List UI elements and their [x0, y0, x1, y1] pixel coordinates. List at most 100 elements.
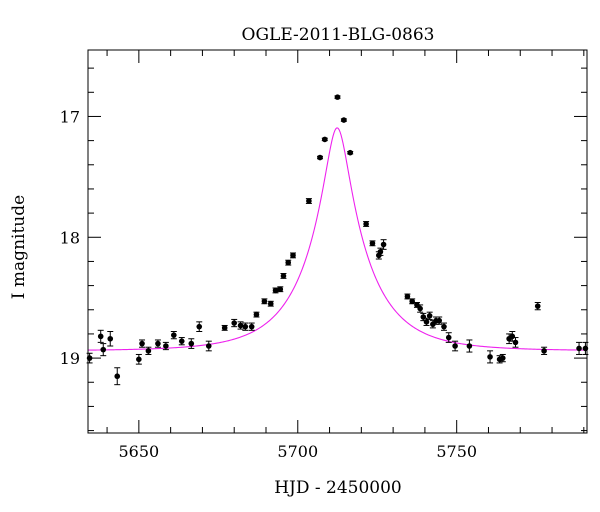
point-marker: [420, 314, 427, 320]
axis-tick-labels: 5650 5700 5750 17 18 19: [60, 107, 477, 461]
data-point: [413, 302, 420, 308]
point-marker: [445, 334, 452, 341]
point-marker: [100, 346, 107, 353]
point-marker: [107, 335, 114, 342]
data-point: [170, 331, 177, 340]
point-marker: [248, 323, 255, 330]
point-marker: [499, 355, 506, 361]
point-marker: [136, 356, 142, 363]
data-point: [541, 346, 548, 355]
data-point: [420, 312, 427, 322]
point-marker: [334, 94, 341, 100]
point-marker: [242, 323, 249, 330]
chart-title: OGLE-2011-BLG-0863: [242, 25, 435, 45]
data-point: [97, 329, 104, 343]
point-marker: [426, 313, 433, 319]
data-point: [512, 337, 519, 348]
point-marker: [414, 302, 420, 308]
point-marker: [261, 298, 268, 305]
data-point: [452, 340, 459, 352]
point-marker: [272, 287, 279, 294]
data-point: [114, 367, 121, 386]
data-point: [248, 322, 255, 331]
data-point: [86, 352, 93, 364]
data-point: [377, 247, 384, 256]
point-marker: [290, 252, 296, 259]
y-tick-label: 17: [60, 107, 80, 126]
y-axis-label: I magnitude: [9, 195, 29, 299]
data-point: [436, 316, 443, 325]
point-marker: [114, 373, 121, 380]
data-point: [242, 322, 249, 331]
point-marker: [369, 240, 376, 247]
point-marker: [430, 321, 436, 328]
point-marker: [576, 345, 582, 352]
point-marker: [205, 343, 212, 349]
point-marker: [221, 325, 228, 331]
point-marker: [280, 273, 287, 279]
data-point: [409, 298, 416, 305]
data-point: [162, 341, 169, 351]
data-point: [317, 154, 324, 161]
point-marker: [541, 348, 547, 354]
data-point: [277, 286, 284, 293]
point-marker: [231, 320, 238, 326]
data-points: [86, 94, 589, 386]
point-marker: [97, 333, 104, 340]
data-point: [347, 149, 354, 156]
point-marker: [267, 300, 274, 307]
y-tick-label: 19: [60, 349, 80, 368]
point-marker: [321, 136, 328, 143]
data-point: [237, 321, 244, 330]
point-marker: [277, 286, 284, 293]
data-point: [135, 353, 142, 365]
plot-frame: [87, 49, 588, 434]
data-point: [417, 304, 424, 313]
data-point: [363, 221, 370, 227]
point-marker: [285, 259, 292, 266]
data-point: [107, 331, 114, 347]
data-point: [466, 339, 473, 353]
data-point: [445, 332, 452, 343]
point-marker: [171, 332, 177, 338]
point-marker: [178, 338, 185, 344]
point-marker: [163, 343, 169, 349]
point-marker: [237, 322, 244, 329]
point-marker: [417, 305, 423, 312]
data-point: [154, 339, 161, 348]
point-marker: [363, 221, 369, 227]
data-point: [440, 322, 447, 331]
point-marker: [512, 339, 519, 346]
data-point: [178, 337, 185, 346]
point-marker: [317, 154, 323, 161]
y-tick-label: 18: [60, 228, 80, 247]
data-point: [426, 311, 433, 320]
data-point: [280, 273, 287, 279]
point-marker: [155, 340, 161, 347]
data-point: [253, 311, 260, 318]
point-marker: [253, 311, 260, 318]
point-marker: [145, 348, 152, 354]
point-marker: [466, 343, 473, 349]
data-point: [272, 287, 279, 294]
point-marker: [441, 323, 447, 330]
data-point: [423, 317, 430, 326]
point-marker: [404, 293, 411, 300]
data-point: [334, 94, 341, 100]
point-marker: [377, 248, 384, 255]
point-marker: [380, 241, 387, 248]
data-point: [369, 240, 376, 247]
data-point: [285, 259, 292, 266]
point-marker: [196, 323, 203, 330]
x-tick-label: 5650: [118, 442, 159, 461]
data-point: [100, 343, 107, 357]
data-point: [231, 318, 238, 328]
point-marker: [452, 343, 458, 349]
data-point: [380, 239, 387, 250]
data-point: [582, 341, 589, 355]
data-point: [321, 136, 328, 143]
data-point: [188, 338, 195, 349]
data-point: [139, 339, 146, 348]
point-marker: [347, 149, 354, 156]
